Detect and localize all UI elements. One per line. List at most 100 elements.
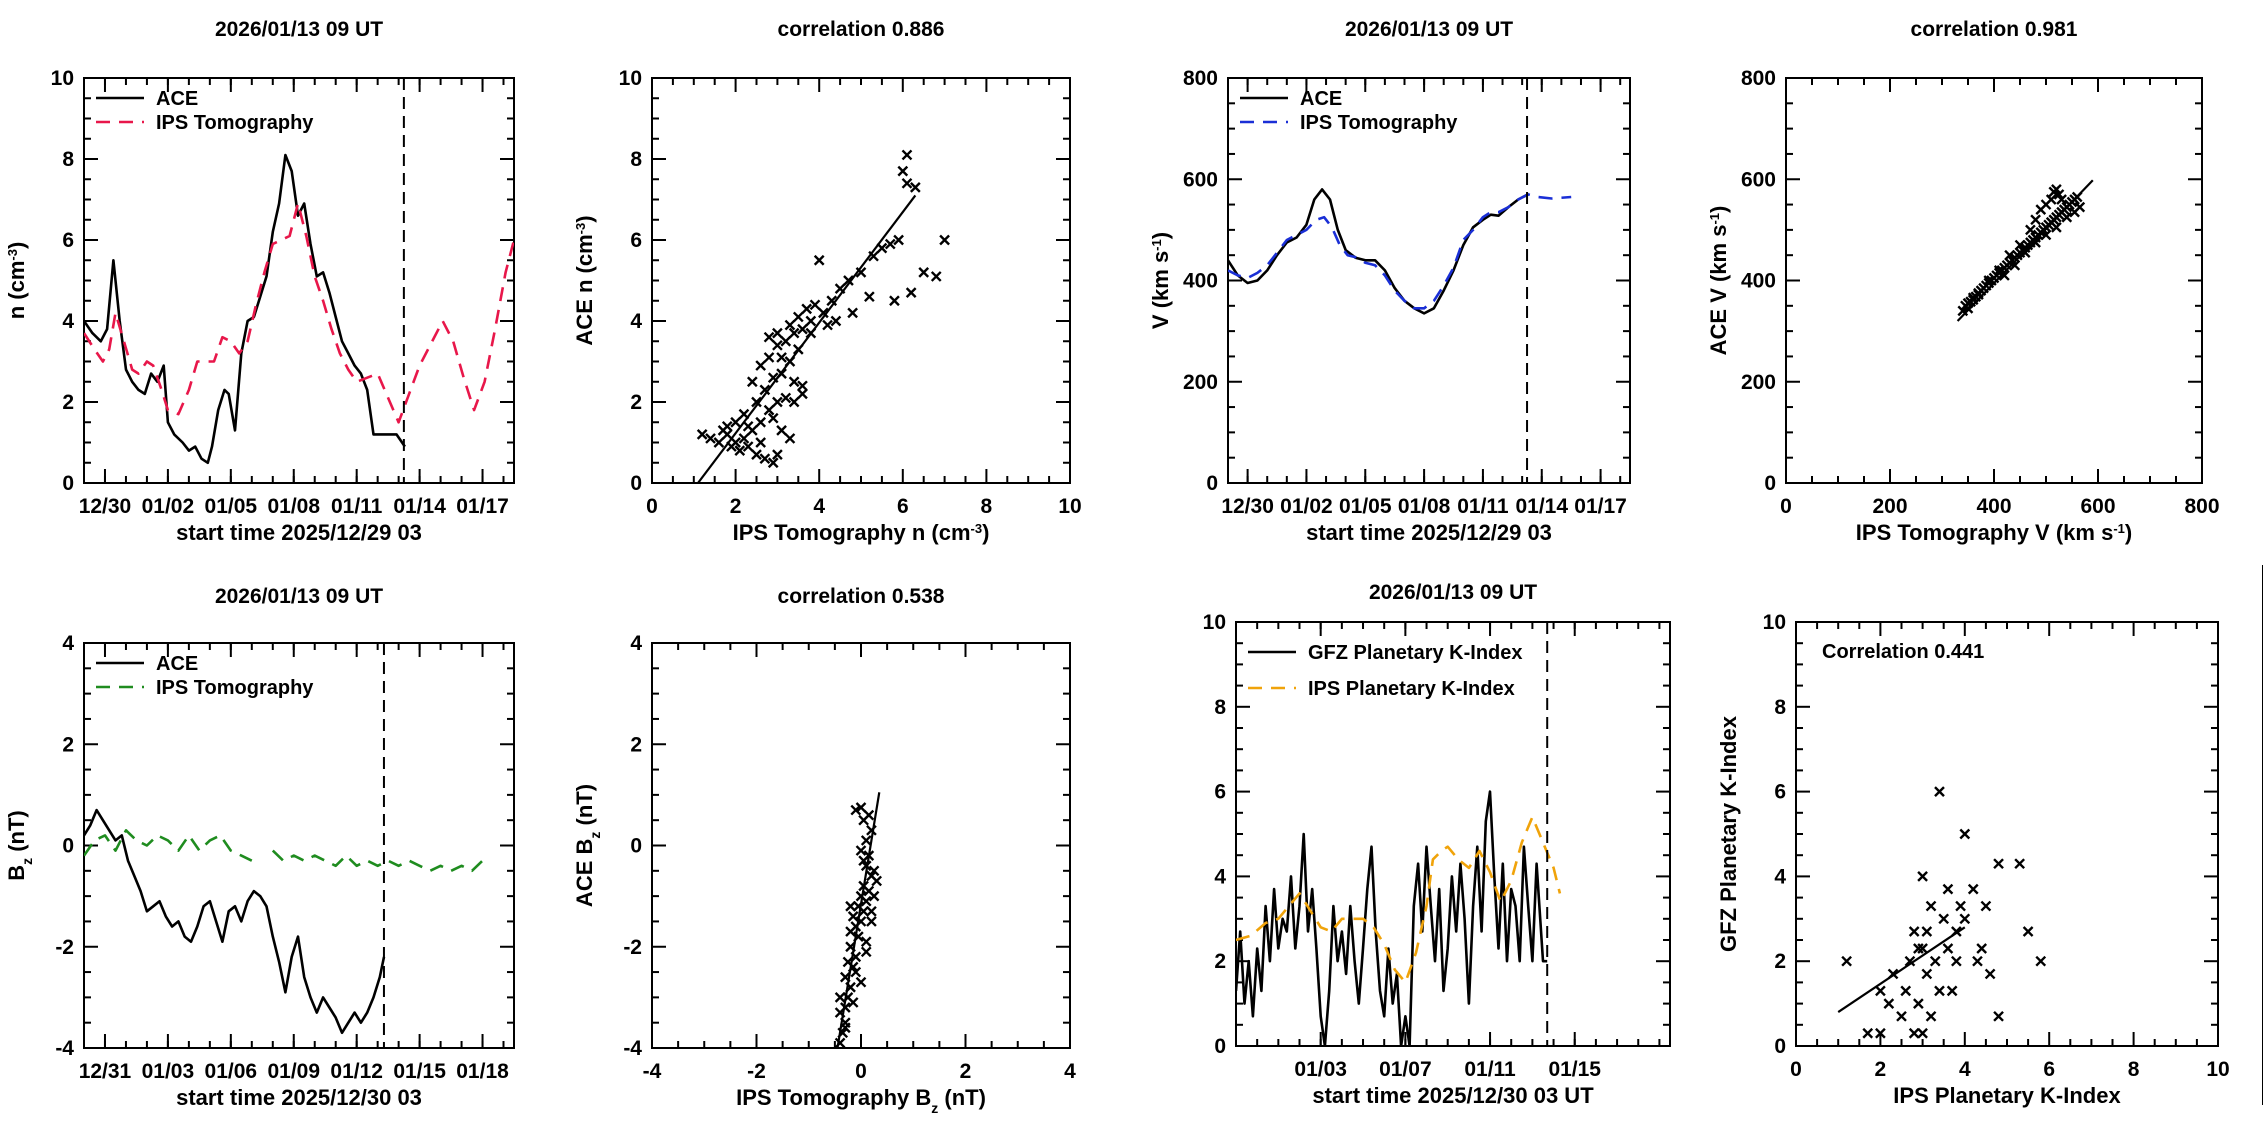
scatter-point [772,396,783,408]
y-tick-label: 200 [1741,371,1776,394]
y-tick-label: 4 [1214,865,1226,888]
x-tick-label: 01/15 [393,1060,446,1083]
scatter-point [792,344,804,355]
x-axis-label: start time 2025/12/29 03 [176,520,422,545]
scatter-point [738,408,750,420]
scatter-point [2051,221,2062,233]
scatter-point [834,1007,846,1018]
x-tick-label: 01/11 [1464,1058,1516,1081]
scatter-point [772,449,783,460]
scatter-point [860,835,872,846]
x-tick-label: 0 [855,1060,867,1083]
y-tick-label: 8 [1214,696,1226,719]
scatter-point [889,295,900,307]
scatter-point [855,916,867,927]
scatter-point [776,425,787,436]
x-tick-label: 01/14 [393,495,446,518]
panel-density-timeseries: 2026/01/13 09 UT 0 2 4 6 8 10 12/30 01/02 01/05 01… [4,18,515,545]
x-tick-label: 01/11 [331,495,383,518]
x-tick-label: 01/05 [205,495,258,518]
legend-label: IPS Planetary K-Index [1308,678,1515,700]
scatter-point [871,875,883,887]
scatter-point [1875,1027,1886,1039]
scatter-point [1913,998,1924,1009]
scatter-point [1862,1027,1874,1039]
panel-velocity-timeseries: 2026/01/13 09 UT 0 200 400 600 800 12/30 01/02 0… [1148,18,1631,545]
scatter-point [1967,292,1979,304]
scatter-point [1972,955,1983,967]
panel-title: 2026/01/13 09 UT [215,18,383,41]
y-tick-label: -4 [55,1037,74,1060]
y-tick-label: 800 [1741,67,1776,90]
scatter-point [845,900,856,912]
x-tick-label: 8 [981,495,993,518]
scatter-point [797,380,808,392]
scatter-point [834,992,846,1003]
scatter-point [909,182,921,193]
x-tick-label: 10 [2206,1058,2229,1081]
scatter-point [763,404,775,416]
scatter-point [751,449,762,460]
legend-label: ACE [1300,88,1342,110]
scatter-point [855,267,867,278]
x-tick-label: 4 [1064,1060,1076,1083]
panel-density-scatter: correlation 0.886 0 2 4 6 8 10 0 2 4 6 8 10 IPS Tomog… [572,18,1082,545]
scatter-point [780,335,792,347]
scatter-point [1938,913,1950,925]
y-tick-label: 4 [630,310,642,333]
legend-label: ACE [156,653,198,675]
scatter-point [759,384,771,396]
scatter-point [801,303,813,315]
scatter-point [2061,211,2073,223]
scatter-point [901,177,913,189]
x-tick-label: 4 [1959,1058,1971,1081]
y-tick-label: 0 [1764,472,1776,495]
y-tick-label: 800 [1183,67,1218,90]
x-tick-label: 600 [2080,495,2115,518]
y-tick-label: 0 [62,472,74,495]
scatter-point [2004,249,2015,261]
y-tick-label: -2 [623,936,642,959]
scatter-point [767,412,779,424]
scatter-point [1921,968,1933,980]
scatter-point [1983,275,1995,286]
panel-bz-scatter: correlation 0.538 -4 -2 0 2 4 -4 -2 0 2 4 IPS Tomog… [572,585,1076,1116]
x-tick-label: 0 [1790,1058,1802,1081]
y-tick-label: -2 [55,936,74,959]
scatter-point [1875,985,1886,997]
y-tick-label: 4 [1774,865,1786,888]
scatter-point [822,319,833,331]
y-tick-label: 4 [62,632,74,655]
panel-title: 2026/01/13 09 UT [1345,18,1513,41]
plot-data [1837,786,2047,1039]
y-tick-label: 10 [51,67,74,90]
y-tick-label: 2 [630,733,642,756]
scatter-point [2056,194,2067,205]
scatter-point [1934,786,1945,797]
scatter-point [721,420,733,432]
scatter-point [2040,229,2052,241]
scatter-point [847,307,858,319]
scatter-point [845,926,856,937]
scatter-point [696,429,708,440]
plot-data [834,792,883,1048]
scatter-point [2009,259,2021,271]
scatter-point [1951,926,1962,937]
scatter-point [884,238,896,250]
x-tick-label: 12/30 [79,495,132,518]
y-axis-label: ACE n (cm-3) [572,215,597,345]
plot-data [84,808,484,1035]
regression-line [1837,926,1966,1013]
scatter-point [772,339,783,351]
scatter-point [776,368,787,379]
y-tick-label: 0 [630,835,642,858]
scatter-point [1896,1010,1907,1022]
page-edge-line [2262,565,2263,1105]
scatter-point [818,307,829,319]
x-tick-label: 01/17 [1574,495,1627,518]
scatter-point [1908,1027,1920,1039]
legend-label: IPS Tomography [1300,112,1458,134]
x-tick-label: 6 [897,495,909,518]
y-tick-label: 2 [62,391,74,414]
scatter-point [893,234,904,246]
